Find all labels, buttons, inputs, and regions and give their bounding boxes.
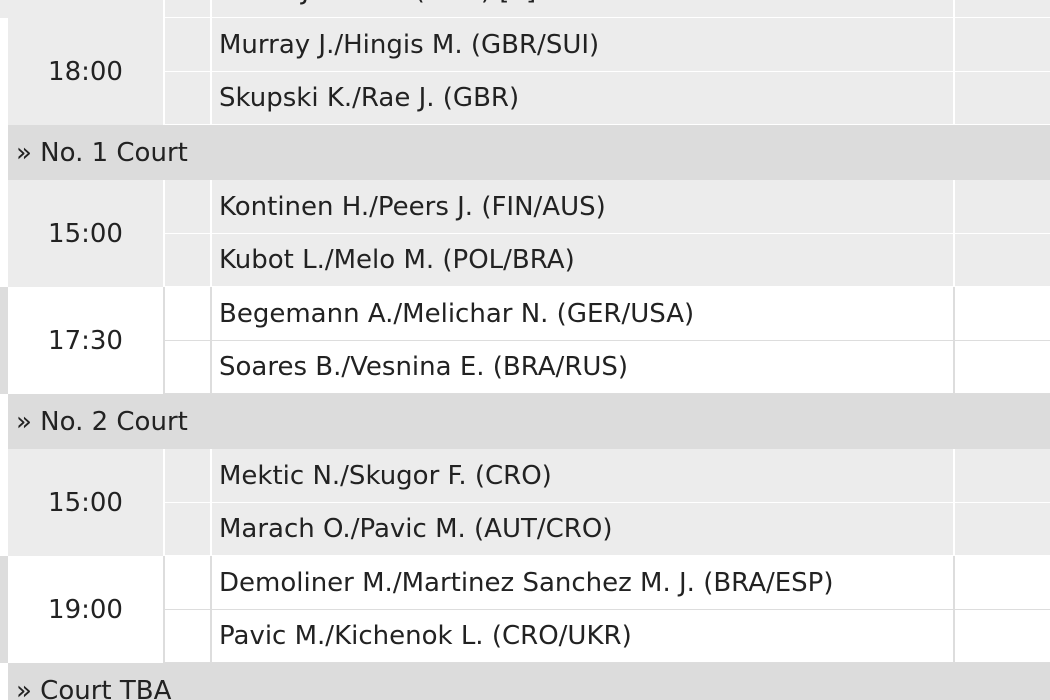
vline bbox=[953, 18, 955, 125]
spacer-cell bbox=[165, 233, 212, 287]
vline bbox=[953, 287, 955, 394]
time-cell: 15:00 bbox=[8, 449, 163, 556]
player-cell: Mektic N./Skugor F. (CRO) bbox=[212, 449, 955, 503]
empty-cell bbox=[955, 449, 1050, 503]
empty-cell bbox=[955, 71, 1050, 125]
empty-cell bbox=[955, 180, 1050, 234]
vline bbox=[163, 18, 165, 125]
empty-cell bbox=[955, 233, 1050, 287]
vline bbox=[953, 556, 955, 663]
vline bbox=[953, 449, 955, 556]
vline bbox=[210, 556, 212, 663]
vline bbox=[163, 0, 165, 18]
spacer-cell bbox=[165, 609, 212, 663]
player-cell: Kontinen H./Peers J. (FIN/AUS) bbox=[212, 180, 955, 234]
spacer-cell bbox=[165, 449, 212, 503]
court-header: » No. 1 Court bbox=[8, 125, 1050, 180]
vline bbox=[210, 180, 212, 287]
vline bbox=[163, 287, 165, 394]
player-cell: Konta Johanna (GBR) [7] bbox=[212, 0, 955, 18]
vline bbox=[210, 0, 212, 18]
player-cell: Demoliner M./Martinez Sanchez M. J. (BRA… bbox=[212, 556, 955, 610]
spacer-cell bbox=[165, 502, 212, 556]
player-cell: Soares B./Vesnina E. (BRA/RUS) bbox=[212, 340, 955, 394]
vline bbox=[163, 556, 165, 663]
empty-cell bbox=[955, 556, 1050, 610]
vline bbox=[163, 449, 165, 556]
spacer-cell bbox=[165, 18, 212, 72]
court-header: » Court TBA bbox=[8, 663, 1050, 700]
player-cell: Skupski K./Rae J. (GBR) bbox=[212, 71, 955, 125]
vline bbox=[210, 18, 212, 125]
spacer-cell bbox=[165, 340, 212, 394]
vline bbox=[953, 180, 955, 287]
vline bbox=[210, 287, 212, 394]
empty-cell bbox=[955, 502, 1050, 556]
spacer-cell bbox=[165, 180, 212, 234]
spacer-cell bbox=[165, 287, 212, 341]
player-cell: Pavic M./Kichenok L. (CRO/UKR) bbox=[212, 609, 955, 663]
spacer-cell bbox=[165, 0, 212, 18]
vline bbox=[953, 0, 955, 18]
time-cell: 18:00 bbox=[8, 18, 163, 125]
spacer-cell bbox=[165, 71, 212, 125]
vline bbox=[210, 449, 212, 556]
time-cell: 19:00 bbox=[8, 556, 163, 663]
time-cell: 15:00 bbox=[8, 180, 163, 287]
time-cell bbox=[8, 0, 163, 18]
empty-cell bbox=[955, 340, 1050, 394]
empty-cell bbox=[955, 0, 1050, 18]
time-cell: 17:30 bbox=[8, 287, 163, 394]
player-cell: Begemann A./Melichar N. (GER/USA) bbox=[212, 287, 955, 341]
player-cell: Marach O./Pavic M. (AUT/CRO) bbox=[212, 502, 955, 556]
player-cell: Murray J./Hingis M. (GBR/SUI) bbox=[212, 18, 955, 72]
spacer-cell bbox=[165, 556, 212, 610]
court-header: » No. 2 Court bbox=[8, 394, 1050, 449]
empty-cell bbox=[955, 609, 1050, 663]
vline bbox=[163, 180, 165, 287]
player-cell: Kubot L./Melo M. (POL/BRA) bbox=[212, 233, 955, 287]
empty-cell bbox=[955, 287, 1050, 341]
empty-cell bbox=[955, 18, 1050, 72]
